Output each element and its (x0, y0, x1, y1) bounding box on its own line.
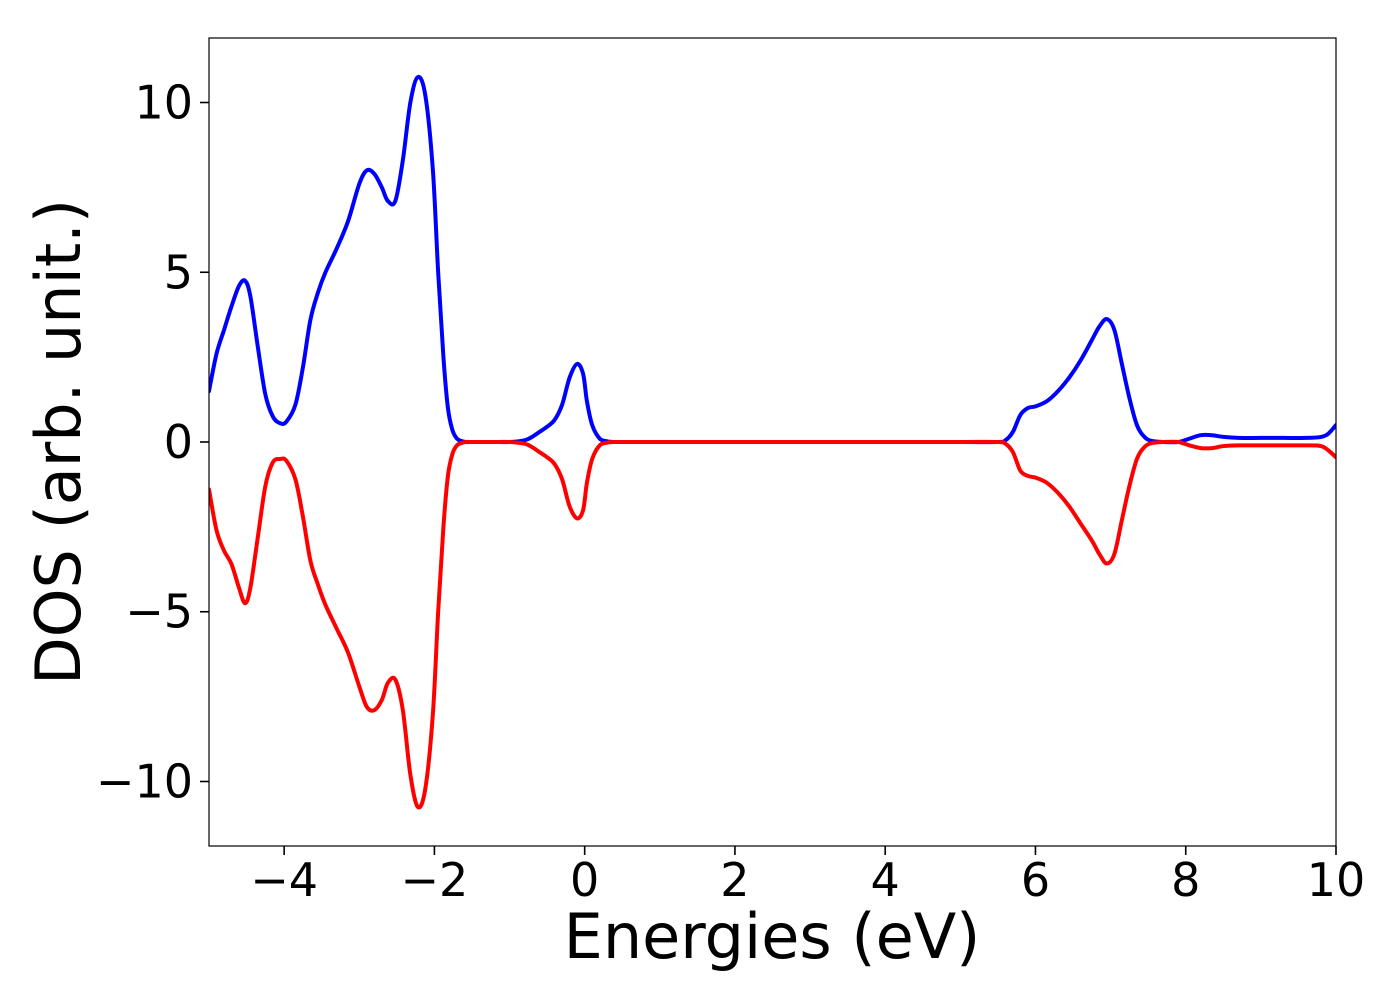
x-tick-label: −2 (400, 853, 468, 907)
series-layer (209, 74, 1336, 810)
x-tick-label: 4 (871, 853, 900, 907)
x-tick-label: 8 (1171, 853, 1200, 907)
x-axis-title: Energies (eV) (564, 900, 981, 973)
x-axis: −4 −2 0 2 4 6 8 10 (250, 846, 1365, 907)
x-tick-label: 6 (1021, 853, 1050, 907)
y-axis-title: DOS (arb. unit.) (22, 199, 95, 685)
x-tick-label: 10 (1307, 853, 1366, 907)
series-line-1 (209, 74, 1336, 445)
x-tick-label: 0 (570, 853, 599, 907)
y-tick-label: 5 (164, 245, 193, 299)
y-tick-label: 10 (134, 76, 193, 130)
x-tick-label: 2 (720, 853, 749, 907)
y-tick-label: −10 (96, 754, 193, 808)
y-tick-label: 0 (164, 415, 193, 469)
y-axis: −10 −5 0 5 10 (96, 76, 209, 808)
y-tick-label: −5 (125, 585, 193, 639)
x-tick-label: −4 (250, 853, 318, 907)
series-line-2 (209, 439, 1336, 810)
